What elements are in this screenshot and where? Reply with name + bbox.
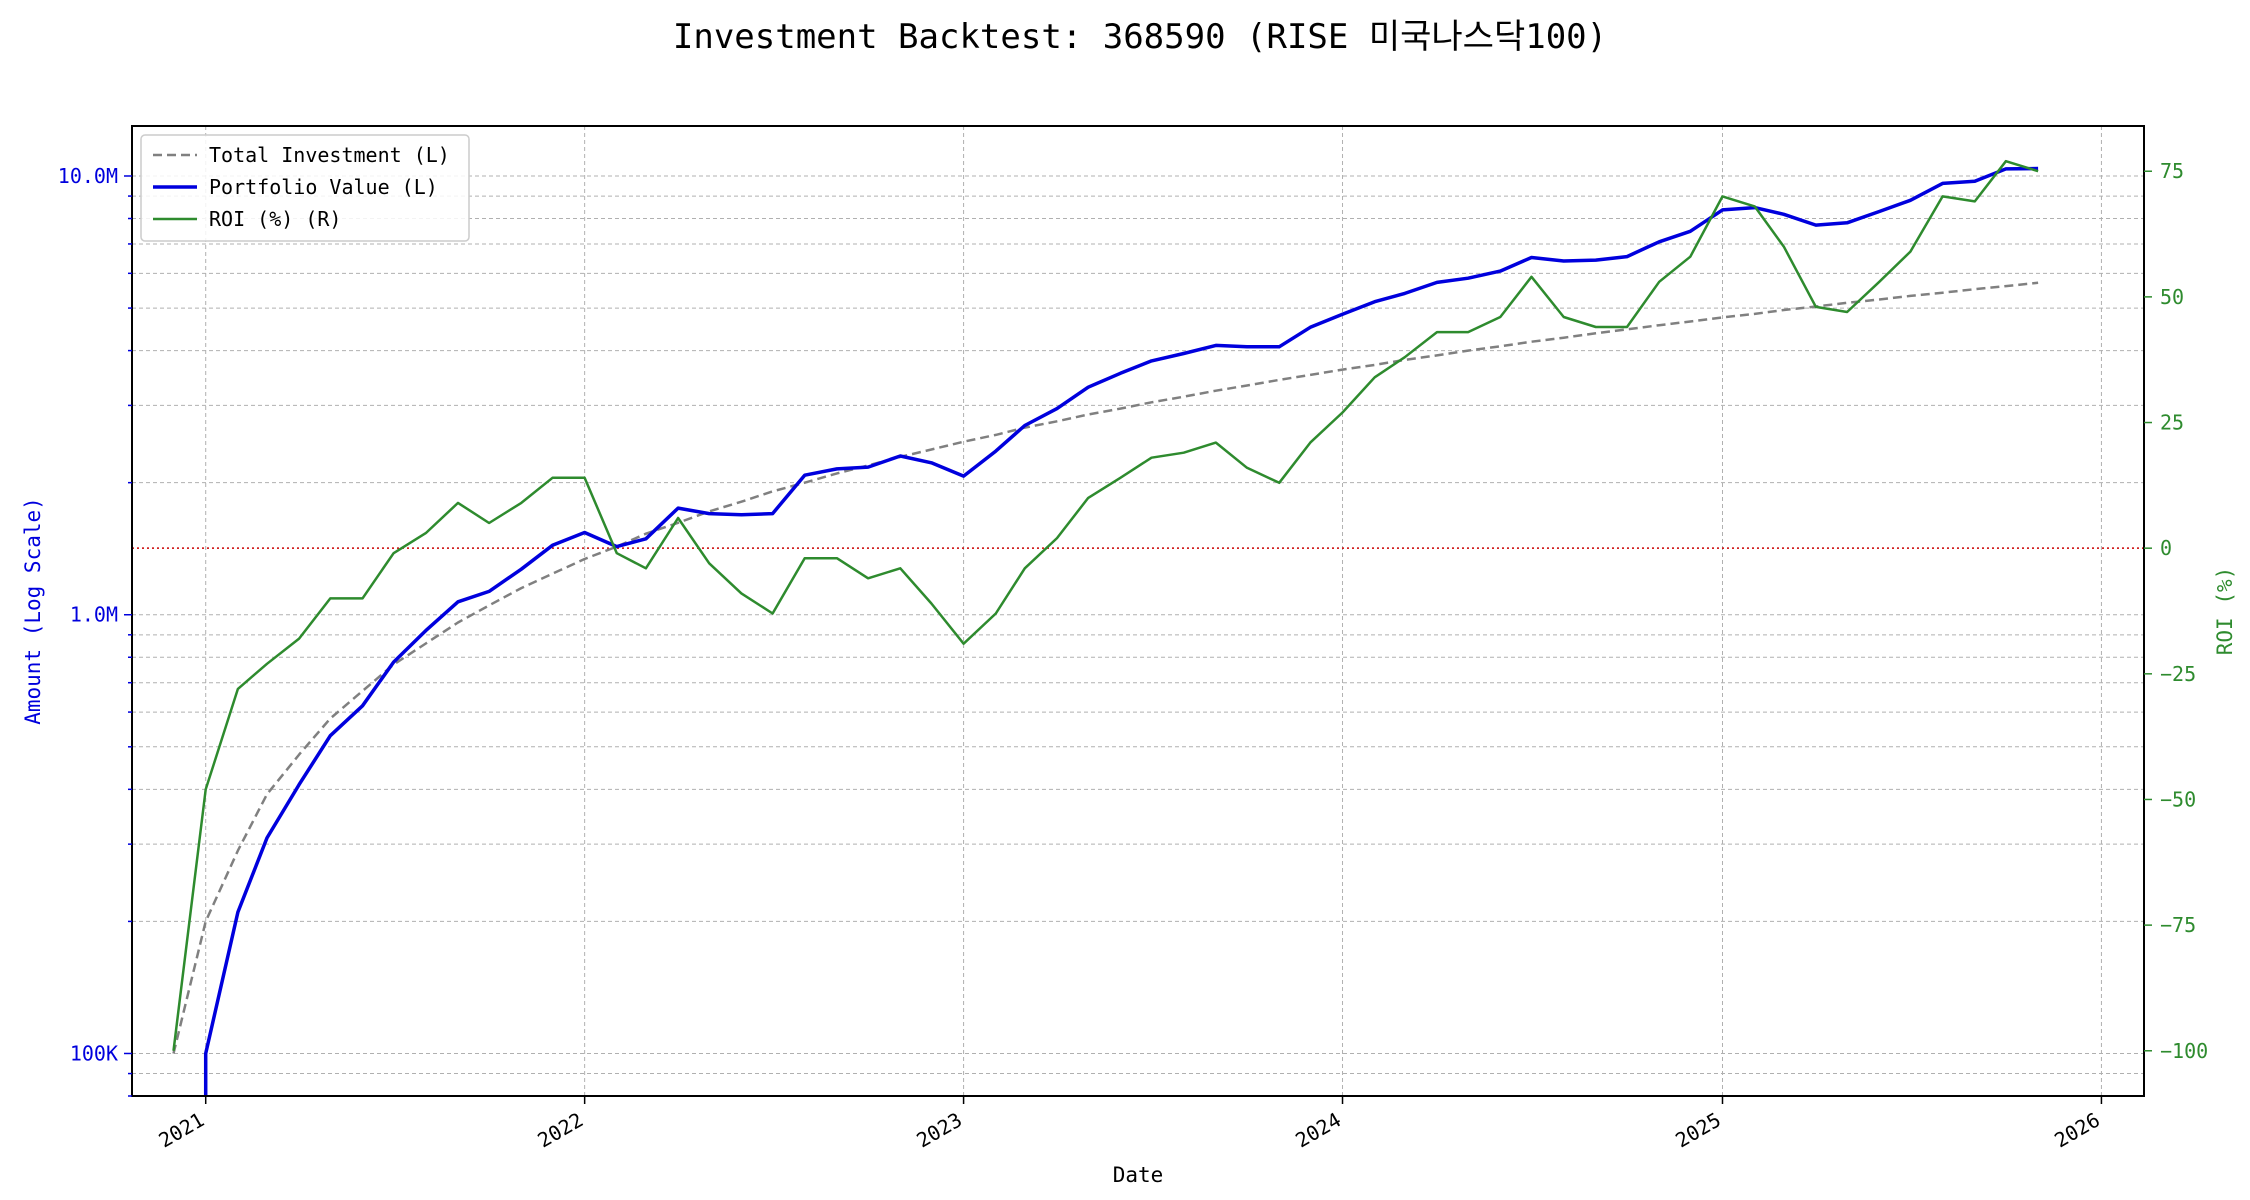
x-tick-label: 2021 — [154, 1108, 208, 1153]
y-right-tick-label: −100 — [2160, 1039, 2208, 1063]
y-left-tick-label: 1.0M — [70, 603, 118, 627]
chart-title: Investment Backtest: 368590 (RISE 미국나스닥1… — [673, 17, 1607, 57]
legend-label-roi: ROI (%) (R) — [209, 207, 341, 231]
y-right-tick-label: 75 — [2160, 159, 2184, 183]
y-left-tick-label: 100K — [70, 1041, 118, 1065]
grid-layer — [132, 126, 2144, 1097]
legend-label-portfolio-value: Portfolio Value (L) — [209, 175, 438, 199]
y-right-tick-label: 0 — [2160, 536, 2172, 560]
y-right-tick-label: 50 — [2160, 285, 2184, 309]
y-right-tick-label: −25 — [2160, 662, 2196, 686]
legend: Total Investment (L) Portfolio Value (L) R… — [140, 134, 470, 242]
series-line-total-investment — [172, 281, 2039, 1054]
y-right-tick-label: 25 — [2160, 411, 2184, 435]
y-axis-label-left: Amount (Log Scale) — [21, 497, 45, 725]
x-tick-label: 2022 — [533, 1108, 587, 1153]
x-tick-label: 2025 — [1671, 1108, 1725, 1153]
plot-frame — [131, 125, 2145, 1097]
series-line-portfolio-value — [203, 166, 2039, 1096]
y-axis-label-right: ROI (%) — [2213, 567, 2237, 656]
x-tick-label: 2023 — [912, 1108, 966, 1153]
x-tick-label: 2024 — [1291, 1108, 1345, 1153]
y-right-tick-label: −75 — [2160, 913, 2196, 937]
series-line-roi — [172, 159, 2039, 1051]
legend-label-total-investment: Total Investment (L) — [209, 143, 450, 167]
y-right-tick-label: −50 — [2160, 787, 2196, 811]
y-left-tick-label: 10.0M — [58, 164, 118, 188]
legend-box — [140, 134, 470, 242]
x-axis-label: Date — [1113, 1163, 1164, 1187]
series-layer — [172, 159, 2039, 1096]
x-tick-label: 2026 — [2050, 1108, 2104, 1153]
